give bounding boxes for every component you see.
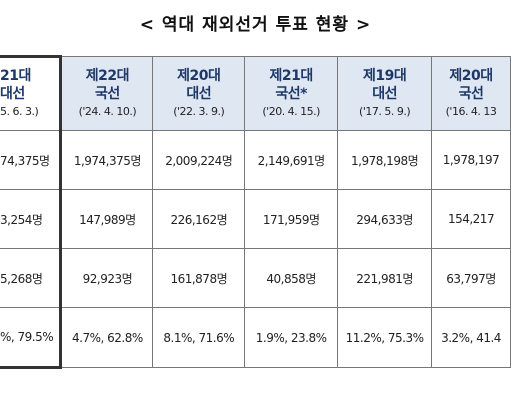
table-cell: 11.2%, 75.3% [337,307,433,368]
table-row: 5,268명 92,923명 161,878명 40,858명 221,981명 63,7… [0,248,511,308]
title: < 역대 재외선거 투표 현황 > [139,15,372,35]
table-row: 74,375명 1,974,375명 2,009,224명 2,149,691명 1,9… [0,130,511,190]
table-cell: 5,268명 [0,248,63,308]
table-cell: 92,923명 [60,248,154,308]
table-cell: 226,162명 [152,189,246,249]
header-line: 대선 [372,85,397,102]
table-cell: 171,959명 [244,189,339,249]
vote-table: 21대 대선 5. 6. 3.) 제22대 국선 ('24. 4. 10.) 제20대 대선(… [0,55,511,369]
table-cell: 161,878명 [152,248,246,308]
table-cell: 8.1%, 71.6% [152,307,246,368]
table-cell: 2,149,691명 [244,130,339,190]
table-cell: 1,978,198명 [337,130,433,190]
table-cell: 3.2%, 41.4 [431,307,511,368]
table-cell: 1,978,197 [431,130,511,190]
header-line: 제20대 [177,67,221,84]
header-line: 제20대 [449,67,493,84]
header-row: 21대 대선 5. 6. 3.) 제22대 국선 ('24. 4. 10.) 제20대 대선(… [0,55,511,131]
column-header: 제21대 국선* ('20. 4. 15.) [244,56,339,131]
table-cell: 147,989명 [60,189,154,249]
header-line: 대선 [0,86,25,102]
column-header: 제20대 국선 ('16. 4. 13 [431,56,511,131]
header-line: 제21대 [269,67,314,84]
table-cell: 294,633명 [337,189,433,249]
table-row: %, 79.5% 4.7%, 62.8% 8.1%, 71.6% 1.9%, 23.8… [0,307,511,369]
header-date: ('20. 4. 15.) [262,104,320,118]
table-cell: 154,217 [431,189,511,249]
table-cell: 3,254명 [0,189,63,249]
header-line: 제19대 [362,67,407,84]
header-date: ('16. 4. 13 [445,104,497,118]
table-cell: 63,797명 [431,248,511,308]
table-row: 3,254명 147,989명 226,162명 171,959명 294,633명 15… [0,189,511,249]
table-cell: 4.7%, 62.8% [60,307,154,368]
table-cell: 74,375명 [0,130,63,190]
header-line: 21대 [0,68,31,84]
header-date: 5. 6. 3.) [0,105,39,118]
header-date: ('22. 3. 9.) [173,104,225,118]
header-line: 국선* [275,85,307,102]
header-line: 국선 [458,85,484,102]
header-line: 대선 [186,85,212,102]
table-cell: 221,981명 [337,248,433,308]
header-line: 국선 [95,85,120,102]
table-cell: 2,009,224명 [152,130,246,190]
table-cell: 1.9%, 23.8% [244,307,339,368]
table-cell: 1,974,375명 [60,130,154,190]
column-header: 제22대 국선 ('24. 4. 10.) [60,56,154,131]
table-cell: 40,858명 [244,248,339,308]
column-header: 제19대 대선 ('17. 5. 9.) [337,56,433,131]
table-body: 74,375명 1,974,375명 2,009,224명 2,149,691명 1,9… [0,130,511,369]
header-date: ('24. 4. 10.) [78,104,137,118]
table-cell: %, 79.5% [0,307,63,369]
header-date: ('17. 5. 9.) [359,104,411,118]
column-header: 제20대 대선 ('22. 3. 9.) [152,56,246,131]
header-line: 제22대 [85,67,130,84]
